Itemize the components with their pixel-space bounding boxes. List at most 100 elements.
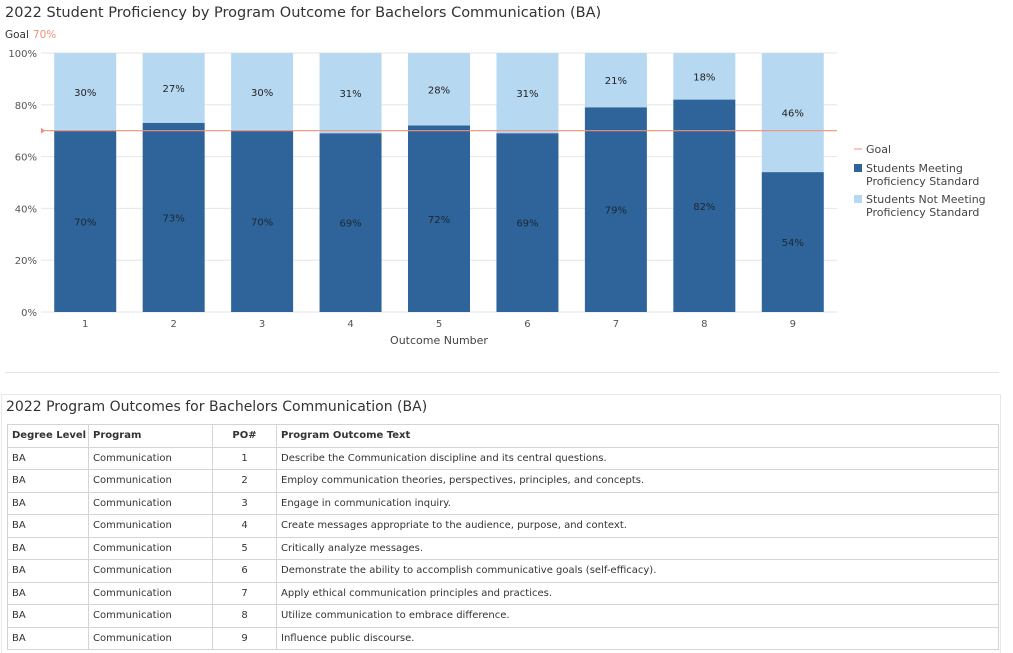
data-label-meeting: 69% xyxy=(339,219,361,230)
bar-not-meeting xyxy=(408,53,470,126)
header-program[interactable]: Program xyxy=(88,424,213,448)
section-divider xyxy=(5,372,999,373)
x-axis-title: Outcome Number xyxy=(390,334,488,347)
data-label-not-meeting: 28% xyxy=(428,85,450,96)
cell-po-number: 7 xyxy=(212,581,277,605)
cell-outcome-text: Critically analyze messages. xyxy=(276,536,999,560)
cell-program: Communication xyxy=(88,469,213,493)
data-label-meeting: 69% xyxy=(516,219,538,230)
cell-po-number: 5 xyxy=(212,536,277,560)
cell-degree-level: BA xyxy=(7,491,89,515)
y-tick-label: 60% xyxy=(15,153,37,164)
cell-outcome-text: Create messages appropriate to the audie… xyxy=(276,514,999,538)
x-tick-label: 3 xyxy=(259,319,265,330)
bar-meeting xyxy=(584,107,647,312)
cell-po-number: 3 xyxy=(212,491,277,515)
bar-meeting xyxy=(408,125,470,313)
x-tick-label: 2 xyxy=(170,319,176,330)
cell-degree-level: BA xyxy=(7,581,89,605)
bar-not-meeting xyxy=(673,53,736,100)
data-label-not-meeting: 30% xyxy=(251,88,273,99)
x-tick-label: 9 xyxy=(790,319,796,330)
data-label-not-meeting: 21% xyxy=(605,76,627,87)
cell-program: Communication xyxy=(88,491,213,515)
bar-not-meeting xyxy=(319,53,382,134)
header-outcome-text[interactable]: Program Outcome Text xyxy=(276,424,999,448)
x-tick-label: 8 xyxy=(701,319,707,330)
cell-po-number: 1 xyxy=(212,446,277,470)
y-tick-label: 80% xyxy=(15,101,37,112)
x-tick-label: 1 xyxy=(82,319,88,330)
cell-program: Communication xyxy=(88,446,213,470)
table-row: BA Communication 9 Influence public discour… xyxy=(7,626,999,650)
header-po-number[interactable]: PO# xyxy=(212,424,277,448)
cell-po-number: 2 xyxy=(212,469,277,493)
legend-swatch xyxy=(854,164,862,172)
cell-program: Communication xyxy=(88,626,213,650)
cell-outcome-text: Apply ethical communication principles a… xyxy=(276,581,999,605)
x-tick-label: 4 xyxy=(347,319,353,330)
cell-degree-level: BA xyxy=(7,514,89,538)
cell-po-number: 9 xyxy=(212,626,277,650)
table-title: 2022 Program Outcomes for Bachelors Comm… xyxy=(6,399,428,415)
bar-not-meeting xyxy=(231,53,294,131)
table-row: BA Communication 2 Employ communication the… xyxy=(7,469,999,493)
cell-outcome-text: Engage in communication inquiry. xyxy=(276,491,999,515)
cell-outcome-text: Describe the Communication discipline an… xyxy=(276,446,999,470)
legend-label: Proficiency Standard xyxy=(866,175,979,188)
legend-label: Students Not Meeting xyxy=(866,193,986,206)
cell-degree-level: BA xyxy=(7,559,89,583)
y-tick-label: 40% xyxy=(15,204,37,215)
cell-program: Communication xyxy=(88,514,213,538)
data-label-meeting: 70% xyxy=(74,217,96,228)
data-label-meeting: 54% xyxy=(782,238,804,249)
data-label-meeting: 72% xyxy=(428,215,450,226)
bar-not-meeting xyxy=(142,53,205,123)
chart-title: 2022 Student Proficiency by Program Outc… xyxy=(5,5,602,21)
bar-meeting xyxy=(231,130,294,312)
cell-po-number: 4 xyxy=(212,514,277,538)
bar-meeting xyxy=(319,133,382,312)
data-label-not-meeting: 46% xyxy=(782,109,804,120)
y-tick-label: 0% xyxy=(21,308,37,319)
goal-marker xyxy=(41,127,45,134)
cell-program: Communication xyxy=(88,559,213,583)
table-row: BA Communication 3 Engage in communication … xyxy=(7,491,999,515)
bar-meeting xyxy=(761,172,824,312)
data-label-meeting: 70% xyxy=(251,217,273,228)
cell-degree-level: BA xyxy=(7,446,89,470)
bar-not-meeting xyxy=(496,53,559,134)
data-label-not-meeting: 31% xyxy=(516,89,538,100)
data-label-not-meeting: 31% xyxy=(339,89,361,100)
bar-meeting xyxy=(496,133,559,312)
bar-meeting xyxy=(54,130,117,312)
data-label-not-meeting: 18% xyxy=(693,72,715,83)
data-label-meeting: 82% xyxy=(693,202,715,213)
y-tick-label: 100% xyxy=(8,49,37,60)
data-label-meeting: 79% xyxy=(605,206,627,217)
table-header-row: Degree Level Program PO# Program Outcome… xyxy=(7,424,999,448)
table-row: BA Communication 4 Create messages appropri… xyxy=(7,514,999,538)
cell-program: Communication xyxy=(88,581,213,605)
outcomes-table: Degree Level Program PO# Program Outcome… xyxy=(7,424,999,650)
data-label-meeting: 73% xyxy=(163,213,185,224)
cell-outcome-text: Influence public discourse. xyxy=(276,626,999,650)
x-tick-label: 5 xyxy=(436,319,442,330)
legend-label: Students Meeting xyxy=(866,162,963,175)
x-tick-label: 6 xyxy=(524,319,530,330)
cell-degree-level: BA xyxy=(7,469,89,493)
cell-degree-level: BA xyxy=(7,626,89,650)
legend-label: Goal xyxy=(866,143,891,156)
legend-swatch xyxy=(854,195,862,203)
legend-label: Proficiency Standard xyxy=(866,206,979,219)
cell-po-number: 8 xyxy=(212,604,277,628)
cell-outcome-text: Utilize communication to embrace differe… xyxy=(276,604,999,628)
goal-header: Goal 70% xyxy=(5,29,56,41)
y-tick-label: 20% xyxy=(15,256,37,267)
proficiency-chart: 0% 20% 40% 60% 80% 100% 70% 30% 1 73% 27% 2 70% 30% 3 6… xyxy=(8,49,986,347)
cell-degree-level: BA xyxy=(7,536,89,560)
table-body: BA Communication 1 Describe the Communicati… xyxy=(7,446,999,650)
outcomes-table-panel: 2022 Program Outcomes for Bachelors Comm… xyxy=(1,394,1001,653)
header-degree-level[interactable]: Degree Level xyxy=(7,424,89,448)
bar-not-meeting xyxy=(761,53,824,173)
